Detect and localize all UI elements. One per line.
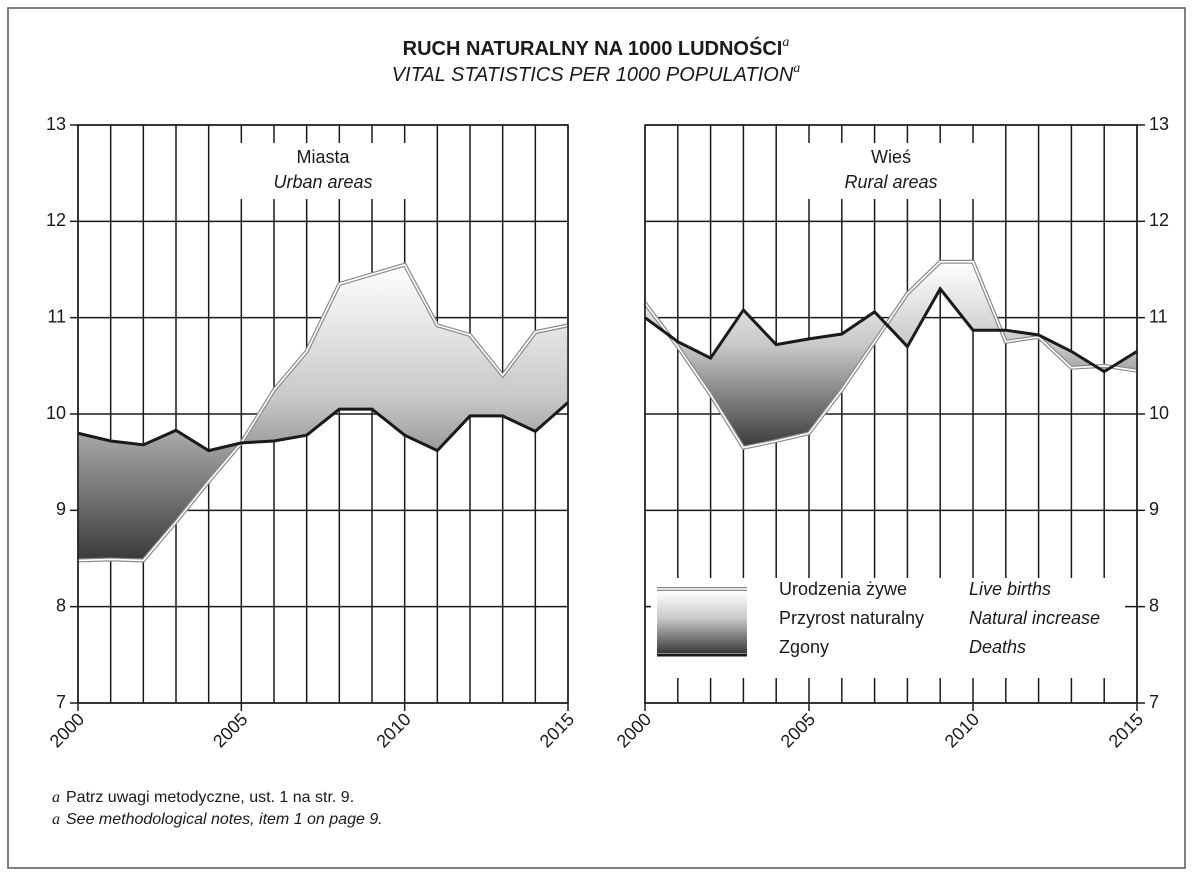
- y-tick-label: 7: [56, 692, 66, 712]
- panel-title: Wieś: [871, 147, 911, 167]
- title-mark: a: [782, 35, 789, 50]
- x-tick-label: 2000: [613, 709, 655, 751]
- legend-label-en: Deaths: [969, 637, 1026, 657]
- panel-title-en: Rural areas: [844, 172, 937, 192]
- plot-frame: [77, 124, 569, 704]
- subtitle-mark: a: [793, 61, 800, 76]
- legend-label: Zgony: [779, 637, 829, 657]
- line: [77, 263, 569, 562]
- footnote-text: See methodological notes, item 1 on page…: [66, 811, 383, 828]
- legend-label: Urodzenia żywe: [779, 579, 907, 599]
- panel-title-box: [803, 143, 979, 199]
- y-tick-label: 13: [46, 114, 66, 134]
- x-tick-label: 2010: [941, 709, 983, 751]
- panel-title: Miasta: [296, 147, 350, 167]
- y-tick-label: 11: [47, 306, 66, 326]
- panel-title-en: Urban areas: [273, 172, 372, 192]
- panel: 7 8 9 10 11 12 13 2000 2005 2010 2015 Wieś Rural are…: [613, 114, 1169, 752]
- chart-subtitle: VITAL STATISTICS PER 1000 POPULATIONa: [392, 61, 801, 86]
- legend-label: Przyrost naturalny: [779, 608, 924, 628]
- y-tick-label: 11: [1149, 306, 1168, 326]
- line: [644, 260, 1138, 449]
- footnote: a Patrz uwagi metodyczne, ust. 1 na str. …: [52, 789, 354, 807]
- increase-area: [78, 264, 568, 561]
- y-tick-label: 12: [1149, 210, 1169, 230]
- footnote-text: Patrz uwagi metodyczne, ust. 1 na str. 9…: [66, 789, 354, 806]
- legend-label-en: Live births: [969, 579, 1051, 599]
- footnote-mark: a: [52, 789, 60, 806]
- y-tick-label: 9: [1149, 499, 1159, 519]
- x-tick-label: 2015: [536, 709, 578, 751]
- y-tick-label: 10: [1149, 403, 1169, 423]
- y-tick-label: 7: [1149, 692, 1159, 712]
- x-tick-label: 2010: [372, 709, 414, 751]
- y-tick-label: 10: [46, 403, 66, 423]
- legend-label-en: Natural increase: [969, 608, 1100, 628]
- increase-area: [645, 261, 1137, 448]
- y-tick-label: 9: [56, 499, 66, 519]
- frame: [7, 7, 1186, 869]
- footnote-mark: a: [52, 811, 60, 828]
- title-text: RUCH NATURALNY NA 1000 LUDNOŚCI: [403, 36, 783, 60]
- x-tick-label: 2005: [209, 709, 251, 751]
- y-tick-label: 8: [1149, 595, 1159, 615]
- panel: 7 8 9 10 11 12 13 2000 2005 2010 2015 Miasta Urban a…: [46, 114, 578, 752]
- y-tick-label: 12: [46, 210, 66, 230]
- line: [77, 401, 569, 453]
- legend-swatch-fill: [657, 591, 747, 653]
- plot-frame: [644, 124, 1138, 704]
- y-tick-label: 13: [1149, 114, 1169, 134]
- subtitle-text: VITAL STATISTICS PER 1000 POPULATION: [392, 64, 794, 86]
- y-tick-label: 8: [56, 595, 66, 615]
- x-tick-label: 2000: [46, 709, 88, 751]
- x-tick-label: 2005: [777, 709, 819, 751]
- panel-title-box: [235, 143, 411, 199]
- x-tick-label: 2015: [1105, 709, 1147, 751]
- chart-title: RUCH NATURALNY NA 1000 LUDNOŚCIa: [403, 35, 790, 60]
- footnote: a See methodological notes, item 1 on pag…: [52, 811, 383, 829]
- line: [644, 286, 1138, 374]
